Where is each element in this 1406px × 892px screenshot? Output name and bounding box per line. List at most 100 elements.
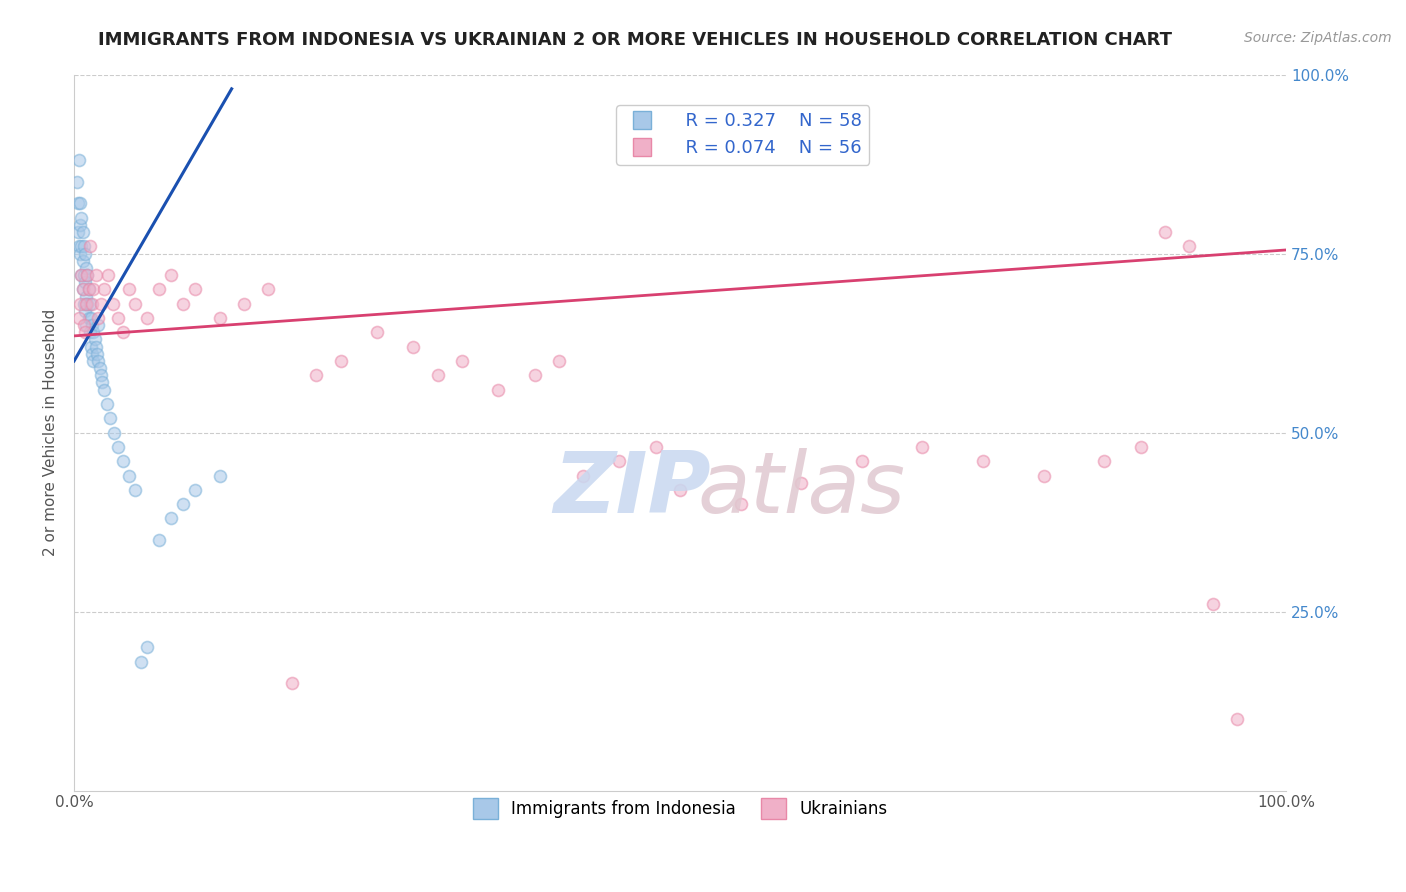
Point [135, 640, 157, 655]
Point [77, 282, 100, 296]
Legend: Immigrants from Indonesia, Ukrainians: Immigrants from Indonesia, Ukrainians [465, 791, 894, 825]
Point [86, 347, 108, 361]
Point [124, 296, 146, 310]
Point [111, 326, 134, 340]
Point [129, 655, 152, 669]
Text: ZIP: ZIP [553, 449, 710, 532]
Point [93, 383, 115, 397]
Point [69, 246, 91, 260]
Point [75, 260, 97, 275]
Point [72, 253, 94, 268]
Point [79, 296, 101, 310]
Text: Source: ZipAtlas.com: Source: ZipAtlas.com [1244, 31, 1392, 45]
Point [72, 282, 94, 296]
Point [402, 340, 425, 354]
Point [73, 303, 96, 318]
Text: IMMIGRANTS FROM INDONESIA VS UKRAINIAN 2 OR MORE VEHICLES IN HOUSEHOLD CORRELATI: IMMIGRANTS FROM INDONESIA VS UKRAINIAN 2… [98, 31, 1173, 49]
Point [281, 676, 304, 690]
Point [72, 282, 94, 296]
Point [77, 282, 100, 296]
Point [1178, 239, 1201, 253]
Point [80, 310, 103, 325]
Point [77, 310, 100, 325]
Point [76, 268, 98, 282]
Point [73, 246, 96, 260]
Point [83, 333, 105, 347]
Point [72, 225, 94, 239]
Point [67, 153, 90, 168]
Point [87, 310, 110, 325]
Point [73, 318, 96, 333]
Point [117, 282, 139, 296]
Point [73, 275, 96, 289]
Point [107, 440, 129, 454]
Point [73, 296, 96, 310]
Point [257, 282, 280, 296]
Point [65, 175, 87, 189]
Point [669, 483, 692, 497]
Point [1032, 468, 1054, 483]
Point [75, 318, 97, 333]
Point [609, 454, 631, 468]
Point [100, 411, 122, 425]
Point [117, 468, 139, 483]
Y-axis label: 2 or more Vehicles in Household: 2 or more Vehicles in Household [44, 309, 58, 557]
Point [148, 533, 170, 547]
Point [305, 368, 328, 383]
Point [80, 340, 103, 354]
Point [84, 340, 107, 354]
Point [172, 497, 194, 511]
Point [451, 354, 474, 368]
Point [82, 318, 104, 333]
Point [851, 454, 873, 468]
Point [1129, 440, 1152, 454]
Point [160, 511, 183, 525]
Point [547, 354, 569, 368]
Point [84, 268, 107, 282]
Point [82, 296, 104, 310]
Point [172, 296, 194, 310]
Point [124, 483, 146, 497]
Point [1153, 225, 1175, 239]
Point [69, 196, 91, 211]
Point [97, 268, 120, 282]
Point [160, 268, 183, 282]
Point [70, 211, 93, 225]
Point [1202, 598, 1225, 612]
Point [69, 296, 91, 310]
Point [90, 296, 112, 310]
Point [572, 468, 595, 483]
Point [101, 296, 124, 310]
Point [184, 483, 207, 497]
Point [644, 440, 666, 454]
Point [66, 225, 89, 239]
Point [111, 454, 134, 468]
Point [96, 397, 118, 411]
Point [329, 354, 352, 368]
Point [93, 282, 115, 296]
Point [69, 218, 91, 232]
Point [366, 326, 388, 340]
Point [107, 310, 129, 325]
Point [70, 239, 93, 253]
Point [208, 468, 231, 483]
Point [790, 475, 813, 490]
Point [66, 196, 89, 211]
Point [76, 296, 98, 310]
Point [73, 239, 96, 253]
Point [70, 268, 93, 282]
Point [730, 497, 752, 511]
Point [208, 310, 231, 325]
Point [523, 368, 546, 383]
Point [79, 239, 101, 253]
Point [73, 326, 96, 340]
Point [87, 354, 110, 368]
Point [76, 268, 98, 282]
Point [90, 368, 112, 383]
Point [184, 282, 207, 296]
Point [82, 347, 104, 361]
Point [75, 289, 97, 303]
Point [67, 239, 90, 253]
Point [70, 268, 93, 282]
Point [1226, 712, 1249, 726]
